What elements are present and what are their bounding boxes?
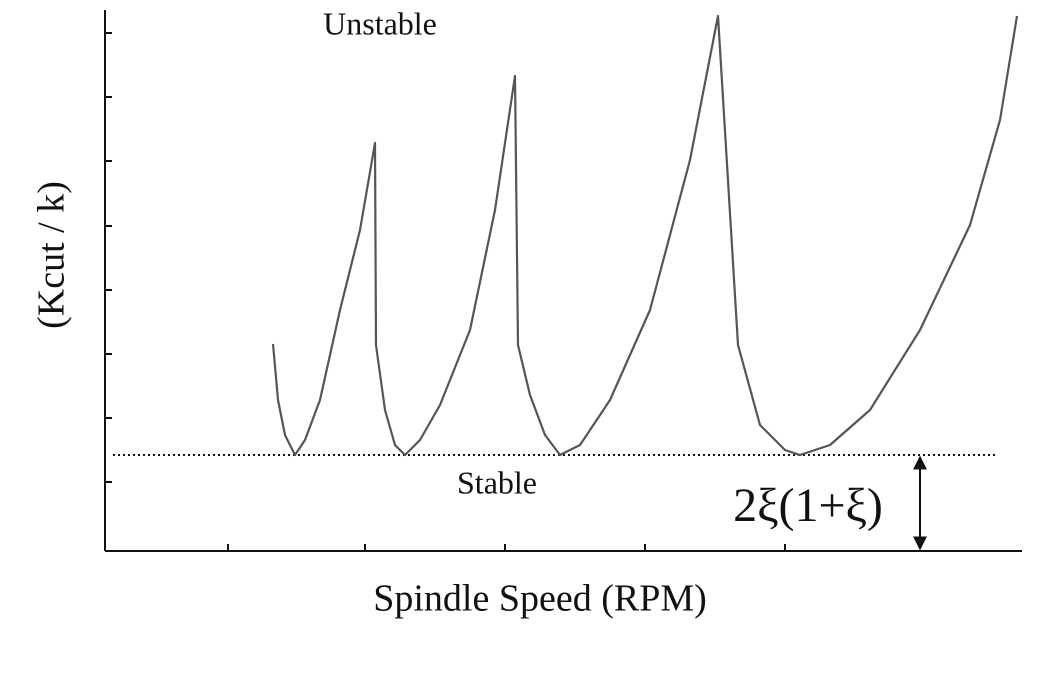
lobe-curve bbox=[271, 14, 1019, 457]
reference-label: 2ξ(1+ξ) bbox=[733, 479, 883, 532]
y-axis-label: (Kcut / k) bbox=[31, 181, 73, 329]
annotation: Stable bbox=[457, 464, 537, 500]
x-axis-label: Spindle Speed (RPM) bbox=[373, 578, 707, 620]
annotation: Unstable bbox=[323, 5, 437, 41]
